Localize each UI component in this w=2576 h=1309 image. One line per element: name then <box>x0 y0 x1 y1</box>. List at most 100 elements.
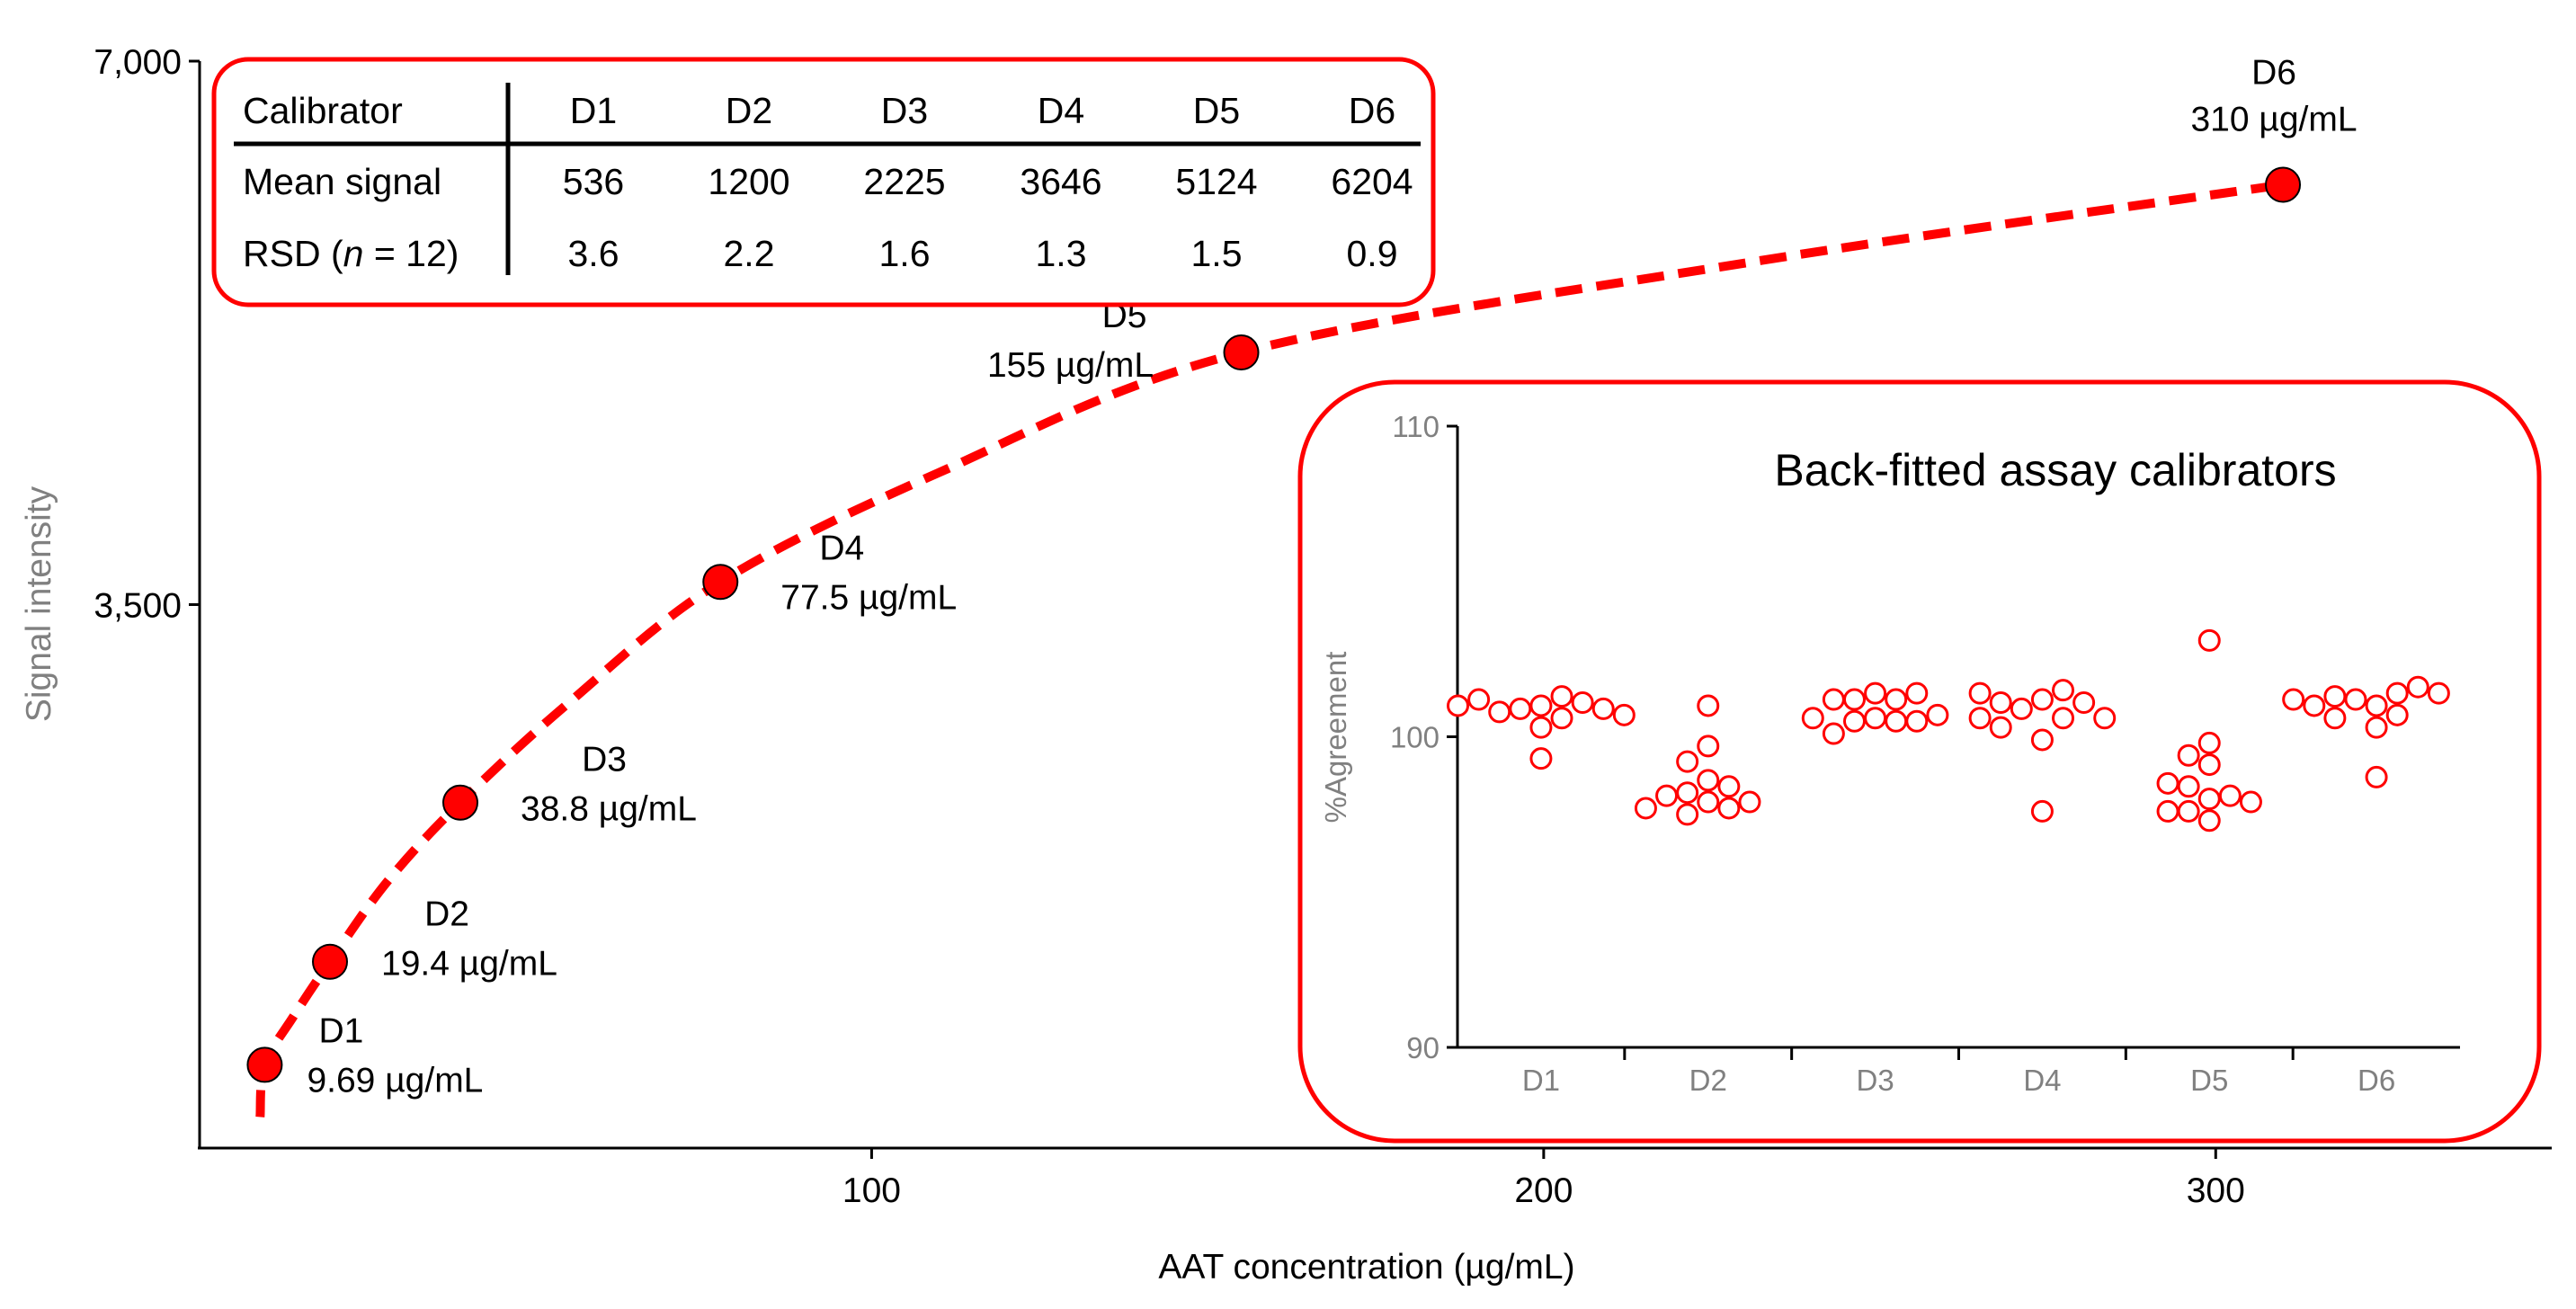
calibrator-point-d3 <box>442 784 479 821</box>
agreement-point-d1 <box>1488 700 1511 724</box>
agreement-point-d4 <box>1968 681 1992 705</box>
main-chart: 3,500 7,000 100 200 300 AAT concentration (… <box>20 43 2552 1287</box>
agreement-point-d1 <box>1591 697 1615 720</box>
agreement-point-d2 <box>1738 790 1761 814</box>
agreement-point-d5 <box>2197 731 2221 754</box>
agreement-point-d2 <box>1697 769 1720 792</box>
inset-panel: Back-fitted assay calibrators 90 100 110 D… <box>1297 379 2542 1144</box>
agreement-point-d2 <box>1697 735 1720 758</box>
table-cell: 1200 <box>708 161 789 202</box>
agreement-point-d6 <box>2385 681 2409 705</box>
agreement-point-d3 <box>1905 709 1929 733</box>
inset-category-label: D2 <box>1689 1064 1727 1097</box>
table-cell: 2225 <box>863 161 945 202</box>
agreement-point-d5 <box>2197 788 2221 811</box>
calibrator-label: D6 <box>2251 53 2296 92</box>
agreement-point-d1 <box>1612 703 1636 726</box>
inset-y-tick-label: 100 <box>1390 721 1440 754</box>
table-header-cell: D3 <box>881 90 928 131</box>
agreement-point-d5 <box>2177 799 2200 823</box>
calibrator-point-d4 <box>702 564 739 601</box>
table-row-label: Mean signal <box>243 161 441 202</box>
agreement-point-d6 <box>2303 694 2326 717</box>
agreement-points <box>1447 628 2450 833</box>
agreement-point-d2 <box>1697 694 1720 717</box>
agreement-point-d5 <box>2197 628 2221 652</box>
agreement-point-d3 <box>1842 688 1866 711</box>
inset-category-label: D3 <box>1856 1064 1894 1097</box>
agreement-point-d5 <box>2156 771 2179 795</box>
agreement-point-d6 <box>2385 703 2409 726</box>
table-cell: 3.6 <box>568 233 619 274</box>
agreement-point-d3 <box>1822 688 1845 711</box>
table-header-cell: D4 <box>1038 90 1084 131</box>
agreement-point-d1 <box>1571 690 1594 714</box>
calibrator-point-d6 <box>2265 166 2302 203</box>
table-row-label: RSD (n = 12) <box>243 233 459 274</box>
agreement-point-d3 <box>1885 688 1908 711</box>
table-cell: 1.5 <box>1191 233 1243 274</box>
table-cell: 5124 <box>1175 161 1257 202</box>
main-x-tick-label: 300 <box>2187 1171 2245 1210</box>
calibrator-point-d1 <box>246 1046 283 1083</box>
agreement-point-d6 <box>2344 688 2367 711</box>
calibrator-label: D2 <box>424 895 469 934</box>
table-cell: 3646 <box>1020 161 1101 202</box>
calibrator-concentration: 19.4 µg/mL <box>381 945 557 984</box>
calibrator-concentration: 9.69 µg/mL <box>307 1061 483 1100</box>
agreement-point-d2 <box>1676 803 1699 826</box>
agreement-point-d5 <box>2197 809 2221 833</box>
calibrator-point-d2 <box>312 943 349 980</box>
agreement-point-d3 <box>1905 681 1929 705</box>
agreement-point-d3 <box>1885 709 1908 733</box>
main-x-ticks: 100 200 300 <box>842 1148 2245 1210</box>
agreement-point-d3 <box>1864 707 1887 730</box>
table-header-label: Calibrator <box>243 90 403 131</box>
inset-y-tick-label: 110 <box>1392 410 1440 443</box>
inset-y-tick-label: 90 <box>1406 1031 1440 1064</box>
inset-categories: D1 D2 D3 D4 D5 D6 <box>1522 1047 2395 1097</box>
inset-category-label: D4 <box>2023 1064 2061 1097</box>
inset-y-axis-title: %Agreement <box>1319 652 1352 824</box>
calibrator-points: D1 9.69 µg/mL D2 19.4 µg/mL D3 38.8 µg/mL D4 77… <box>246 53 2358 1100</box>
rsd-label-prefix: RSD ( <box>243 233 343 274</box>
table-header-cell: D2 <box>726 90 772 131</box>
agreement-point-d3 <box>1822 722 1845 745</box>
calibrator-concentration: 310 µg/mL <box>2190 100 2357 138</box>
table-cell: 1.3 <box>1036 233 1087 274</box>
agreement-point-d2 <box>1655 784 1679 807</box>
agreement-point-d3 <box>1801 707 1824 730</box>
agreement-point-d6 <box>2323 707 2347 730</box>
table-cell: 1.6 <box>879 233 931 274</box>
calibrator-table: Calibrator D1 D2 D3 D4 D5 D6 Mean signal 536 1200… <box>211 57 1436 307</box>
table-cells: Calibrator D1 D2 D3 D4 D5 D6 Mean signal 536 1200… <box>243 90 1413 274</box>
agreement-point-d4 <box>2052 707 2075 730</box>
agreement-point-d1 <box>1529 716 1553 739</box>
table-cell: 6204 <box>1331 161 1413 202</box>
calibrator-concentration: 77.5 µg/mL <box>780 578 957 617</box>
agreement-point-d4 <box>2030 688 2054 711</box>
agreement-point-d5 <box>2177 744 2200 767</box>
main-x-axis-title: AAT concentration (µg/mL) <box>1158 1248 1574 1287</box>
agreement-point-d1 <box>1447 694 1470 717</box>
agreement-point-d2 <box>1717 775 1741 798</box>
calibrator-concentration: 38.8 µg/mL <box>521 790 697 829</box>
table-header-cell: D5 <box>1193 90 1240 131</box>
agreement-point-d1 <box>1529 747 1553 770</box>
agreement-point-d4 <box>1989 716 2012 739</box>
agreement-point-d3 <box>1864 681 1887 705</box>
agreement-point-d6 <box>2406 675 2429 699</box>
agreement-point-d4 <box>2072 690 2096 714</box>
agreement-point-d3 <box>1926 703 1949 726</box>
agreement-point-d5 <box>2156 799 2179 823</box>
agreement-point-d4 <box>2010 697 2033 720</box>
agreement-point-d2 <box>1697 790 1720 814</box>
table-cell: 2.2 <box>724 233 775 274</box>
table-cell: 536 <box>563 161 624 202</box>
agreement-point-d5 <box>2197 753 2221 777</box>
agreement-point-d2 <box>1676 750 1699 773</box>
calibrator-label: D3 <box>582 741 627 779</box>
agreement-point-d1 <box>1550 685 1573 708</box>
agreement-point-d2 <box>1676 781 1699 805</box>
agreement-point-d5 <box>2239 790 2262 814</box>
